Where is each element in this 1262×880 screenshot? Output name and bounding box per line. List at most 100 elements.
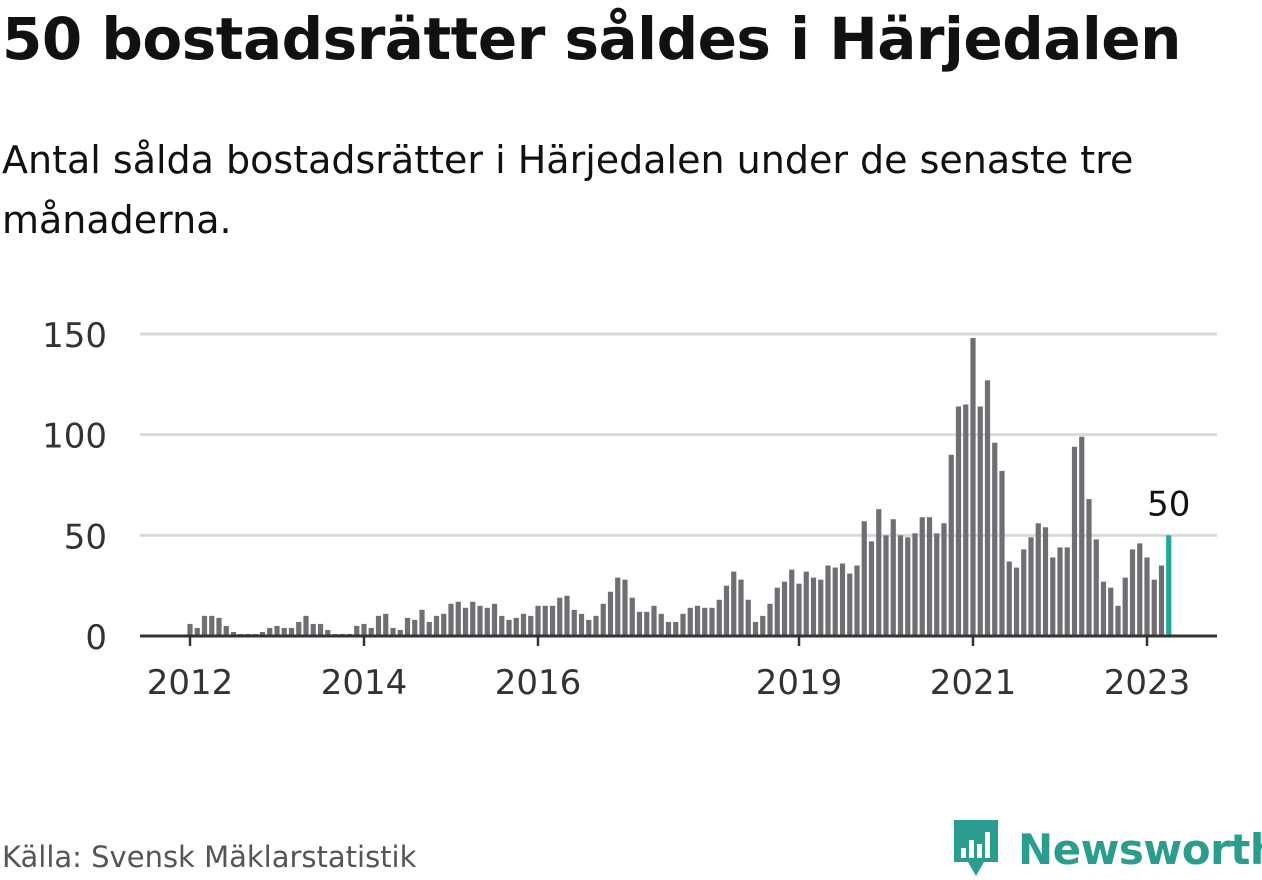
bar: [919, 517, 925, 636]
bar: [615, 577, 621, 636]
bar-chart-speech-bubble-icon: [954, 820, 998, 876]
bar: [934, 533, 940, 636]
bar: [1137, 543, 1143, 636]
bar: [883, 535, 889, 636]
y-tick-label: 50: [64, 517, 107, 557]
bar: [506, 619, 512, 636]
bar: [1108, 587, 1114, 636]
bar: [1064, 547, 1070, 636]
bar: [861, 521, 867, 636]
bar: [513, 617, 519, 636]
bar: [549, 605, 556, 636]
bar: [1115, 605, 1121, 636]
bar: [1006, 561, 1012, 636]
bar: [361, 623, 367, 636]
bar: [789, 569, 795, 636]
bar: [607, 591, 614, 636]
bar: [825, 565, 831, 636]
bar: [600, 603, 606, 636]
bar: [644, 611, 650, 636]
bar: [854, 565, 860, 636]
bar: [1144, 557, 1150, 636]
axes: [140, 634, 1217, 646]
bar: [1122, 577, 1128, 636]
bar: [767, 603, 773, 636]
bar: [375, 615, 382, 636]
bar: [535, 605, 541, 636]
bar: [752, 621, 759, 636]
bar: [230, 631, 237, 636]
bar: [1100, 581, 1107, 636]
bar: [948, 454, 954, 636]
bar: [709, 607, 715, 636]
bar: [1042, 527, 1049, 636]
brand-name: Newsworthy: [1018, 824, 1262, 874]
bar: [571, 609, 577, 636]
bar: [774, 587, 780, 636]
bar: [281, 627, 287, 636]
bar: [955, 406, 962, 636]
bar: [680, 613, 686, 636]
bar: [876, 509, 882, 636]
y-tick-label: 0: [85, 618, 107, 658]
bar: [796, 583, 802, 636]
bar: [187, 623, 193, 636]
bar: [926, 517, 933, 636]
bar: [1151, 579, 1157, 636]
bar: [542, 605, 548, 636]
bar: [694, 605, 701, 636]
x-tick-label: 2012: [147, 663, 234, 703]
bar: [651, 605, 657, 636]
bar: [1050, 557, 1056, 636]
bar: [687, 607, 693, 636]
page-title: 50 bostadsrätter såldes i Härjedalen: [2, 5, 1181, 73]
bar: [1086, 499, 1092, 636]
bar: [673, 621, 679, 636]
bar: [1021, 549, 1027, 636]
bar: [209, 615, 215, 636]
bar: [397, 629, 403, 636]
highlight-bar: [1166, 535, 1172, 636]
bar: [897, 535, 904, 636]
bar: [296, 621, 302, 636]
bar: [803, 571, 809, 636]
x-tick-label: 2021: [930, 663, 1017, 703]
bar: [810, 577, 817, 636]
bar: [201, 615, 208, 636]
bar: [412, 619, 418, 636]
bar: [441, 613, 447, 636]
x-tick-label: 2023: [1104, 663, 1191, 703]
bar: [325, 629, 331, 636]
bar: [622, 579, 628, 636]
bar: [992, 442, 998, 636]
bar: [593, 615, 599, 636]
bar: [629, 597, 635, 636]
bar: [259, 631, 266, 636]
grid-lines: [140, 332, 1217, 537]
bar: [455, 601, 461, 636]
bar: [905, 537, 911, 636]
bar: [499, 615, 505, 636]
bar: [745, 599, 751, 636]
bar: [702, 607, 708, 636]
bar: [216, 617, 222, 636]
bar: [963, 404, 969, 636]
page-subtitle: Antal sålda bostadsrätter i Härjedalen u…: [2, 138, 1134, 242]
bar: [433, 615, 440, 636]
bar: [564, 595, 570, 636]
bar: [760, 615, 766, 636]
bar: [818, 579, 824, 636]
bar: [970, 338, 976, 636]
bar: [274, 625, 280, 636]
bar: [426, 621, 432, 636]
bar: [839, 563, 846, 636]
bar: [999, 470, 1005, 636]
bar: [383, 613, 389, 636]
bar: [404, 617, 411, 636]
bar: [419, 609, 425, 636]
bar: [1028, 537, 1034, 636]
bar: [1093, 539, 1099, 636]
bar: [716, 599, 722, 636]
bar: [448, 603, 454, 636]
